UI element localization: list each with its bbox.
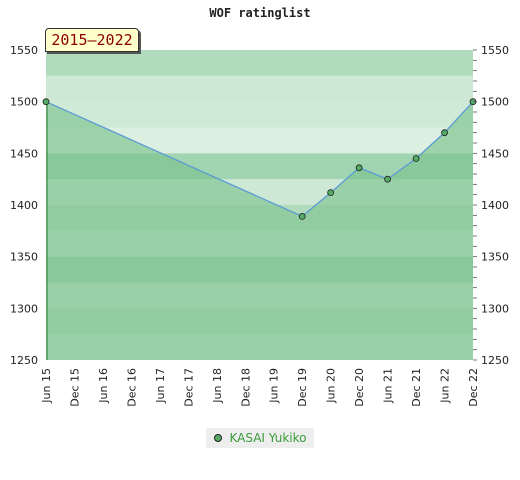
legend-label: KASAI Yukiko (229, 431, 307, 445)
x-tick-label: Dec 16 (125, 368, 138, 407)
y-tick-label-left: 1350 (10, 251, 38, 264)
x-tick-label: Dec 21 (410, 368, 423, 407)
period-badge: 2015–2022 (45, 28, 139, 52)
x-tick-label: Jun 16 (97, 368, 110, 404)
y-tick-label-left: 1550 (10, 44, 38, 57)
x-tick-label: Jun 15 (40, 368, 53, 404)
legend-marker-icon (213, 433, 222, 442)
y-tick-label-right: 1500 (481, 96, 509, 109)
series-area (46, 101, 473, 361)
legend[interactable]: KASAI Yukiko (0, 427, 520, 448)
data-point (298, 212, 306, 220)
x-tick-label: Dec 22 (467, 368, 480, 407)
y-tick-label-right: 1300 (481, 302, 509, 315)
x-tick-label: Jun 21 (382, 368, 395, 404)
data-point (42, 98, 50, 106)
x-tick-label: Dec 17 (182, 368, 195, 407)
y-tick-label-left: 1400 (10, 199, 38, 212)
y-tick-label-right: 1350 (481, 251, 509, 264)
x-tick-label: Dec 18 (239, 368, 252, 407)
y-tick-label-right: 1550 (481, 44, 509, 57)
data-point (441, 129, 448, 137)
x-tick-label: Dec 15 (68, 368, 81, 407)
data-point (384, 175, 392, 183)
chart-title: WOF ratinglist (209, 6, 311, 20)
x-tick-label: Dec 20 (353, 368, 366, 407)
data-point (327, 189, 335, 197)
y-tick-label-left: 1250 (10, 354, 38, 367)
y-tick-label-left: 1500 (10, 96, 38, 109)
background-band (46, 50, 473, 76)
background-band (46, 75, 473, 102)
y-tick-label-left: 1300 (10, 302, 38, 315)
x-tick-label: Jun 19 (268, 368, 281, 404)
x-tick-label: Jun 22 (439, 368, 452, 404)
x-tick-label: Dec 19 (296, 368, 309, 407)
y-tick-label-left: 1450 (10, 147, 38, 160)
data-point (412, 155, 420, 162)
y-tick-label-right: 1400 (481, 199, 509, 212)
x-tick-label: Jun 17 (154, 368, 167, 404)
y-tick-label-right: 1250 (481, 354, 509, 367)
area-stripe (46, 153, 473, 180)
series-line (45, 101, 474, 218)
y-tick-label-right: 1450 (481, 147, 509, 160)
area-stripe (46, 256, 473, 283)
data-point (355, 164, 363, 172)
legend-item[interactable]: KASAI Yukiko (205, 428, 315, 448)
x-tick-label: Jun 20 (325, 368, 338, 404)
x-tick-label: Jun 18 (211, 368, 224, 404)
